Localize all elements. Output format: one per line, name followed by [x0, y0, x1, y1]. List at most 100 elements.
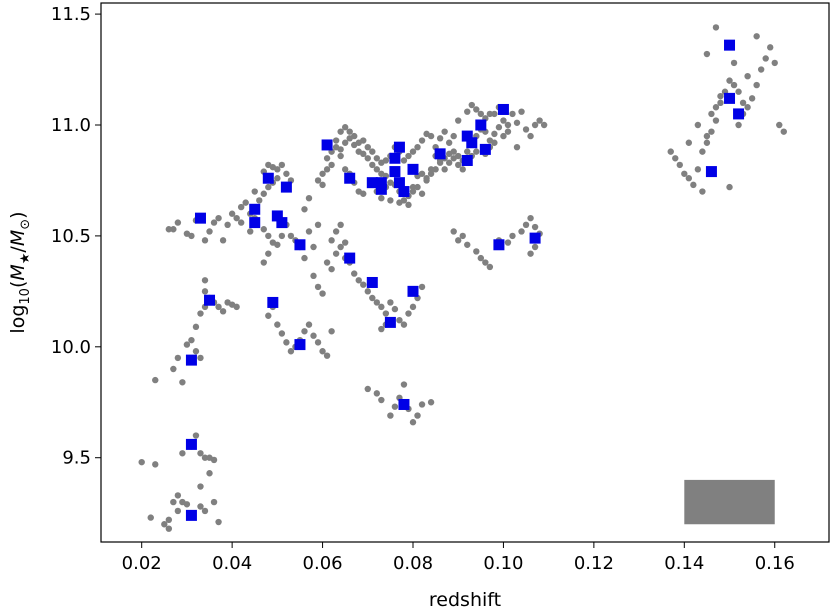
- circle-point: [450, 148, 457, 155]
- square-point: [262, 172, 274, 184]
- circle-point: [323, 352, 331, 359]
- circle-point: [396, 199, 403, 206]
- circle-point: [265, 232, 272, 240]
- circle-point: [201, 507, 209, 515]
- circle-point: [197, 503, 204, 510]
- circle-point: [473, 106, 480, 113]
- circle-point: [500, 117, 507, 124]
- circle-point: [391, 403, 399, 410]
- circle-point: [699, 148, 706, 155]
- square-point: [475, 119, 487, 131]
- circle-point: [748, 95, 756, 102]
- circle-point: [328, 161, 335, 169]
- circle-point: [486, 263, 494, 271]
- circle-point: [319, 181, 326, 189]
- circle-point: [531, 223, 539, 231]
- circle-point: [441, 166, 448, 173]
- circle-point: [337, 152, 344, 160]
- circle-point: [341, 166, 349, 173]
- circle-point: [405, 152, 412, 160]
- circle-point: [278, 330, 286, 337]
- circle-point: [400, 321, 408, 328]
- circle-point: [310, 243, 317, 251]
- circle-point: [201, 237, 209, 244]
- circle-point: [486, 110, 494, 118]
- circle-point: [265, 312, 272, 319]
- circle-point: [323, 155, 331, 162]
- circle-point: [360, 281, 367, 288]
- circle-point: [369, 161, 376, 169]
- circle-point: [378, 159, 385, 166]
- circle-point: [378, 303, 385, 311]
- circle-point: [744, 104, 751, 111]
- circle-point: [495, 124, 503, 131]
- square-point: [249, 203, 261, 215]
- square-point: [479, 143, 491, 155]
- circle-point: [712, 104, 720, 111]
- x-tick-label: 0.14: [664, 553, 704, 574]
- square-point: [366, 177, 378, 189]
- circle-point: [739, 99, 747, 107]
- circle-point: [423, 175, 430, 182]
- square-point: [204, 294, 216, 306]
- circle-point: [237, 203, 245, 211]
- circle-point: [504, 239, 512, 246]
- circle-point: [237, 219, 245, 226]
- circle-point: [337, 221, 344, 229]
- circle-point: [328, 237, 335, 244]
- circle-point: [531, 243, 539, 251]
- circle-point: [201, 288, 209, 295]
- circle-point: [242, 199, 249, 206]
- circle-point: [373, 166, 381, 173]
- circle-point: [753, 33, 760, 40]
- circle-point: [776, 121, 783, 129]
- plot-area: [138, 24, 787, 532]
- square-point: [384, 316, 396, 328]
- square-point: [733, 108, 745, 120]
- circle-point: [527, 132, 534, 140]
- circle-point: [274, 241, 281, 248]
- circle-point: [445, 159, 453, 166]
- circle-point: [378, 396, 385, 404]
- circle-point: [703, 132, 711, 140]
- circle-point: [197, 310, 204, 317]
- circle-point: [387, 299, 394, 306]
- circle-point: [685, 139, 693, 146]
- y-tick-label: 9.5: [62, 448, 91, 469]
- y-tick-label: 10.5: [51, 226, 91, 247]
- circle-point: [188, 232, 195, 240]
- x-tick-label: 0.06: [303, 553, 343, 574]
- circle-point: [464, 148, 471, 155]
- circle-point: [364, 385, 371, 393]
- circle-point: [265, 250, 272, 257]
- circle-point: [409, 148, 417, 155]
- circle-point: [323, 259, 331, 266]
- circle-point: [224, 221, 231, 229]
- circle-point: [328, 265, 335, 273]
- square-point: [724, 39, 736, 51]
- circle-point: [500, 132, 507, 140]
- circle-point: [369, 294, 376, 302]
- circle-point: [247, 228, 254, 235]
- circle-point: [355, 139, 362, 146]
- circle-point: [757, 66, 765, 73]
- circle-point: [188, 336, 195, 344]
- x-tick-label: 0.10: [483, 553, 523, 574]
- square-point: [398, 186, 410, 198]
- circle-point: [378, 325, 385, 333]
- circle-point: [531, 121, 539, 129]
- circle-point: [228, 210, 236, 217]
- circle-point: [518, 228, 525, 235]
- circle-point: [418, 190, 426, 197]
- circle-point: [477, 110, 485, 118]
- y-tick-label: 10.0: [51, 337, 91, 358]
- circle-point: [165, 226, 173, 233]
- circle-point: [287, 348, 295, 355]
- circle-point: [767, 44, 774, 51]
- circle-point: [364, 288, 371, 295]
- circle-point: [694, 121, 702, 129]
- circle-point: [346, 128, 353, 135]
- circle-point: [400, 157, 408, 164]
- x-tick-label: 0.04: [212, 553, 252, 574]
- circle-point: [319, 290, 326, 297]
